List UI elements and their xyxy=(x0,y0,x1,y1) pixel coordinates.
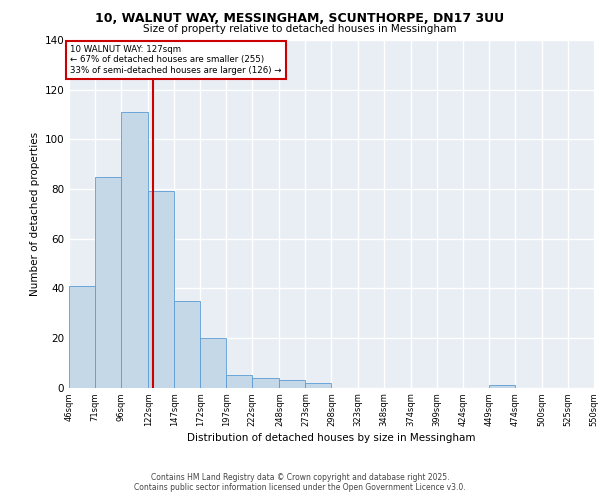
Bar xyxy=(280,380,305,388)
Text: 10 WALNUT WAY: 127sqm
← 67% of detached houses are smaller (255)
33% of semi-det: 10 WALNUT WAY: 127sqm ← 67% of detached … xyxy=(70,45,281,75)
Bar xyxy=(253,378,280,388)
Bar xyxy=(121,112,148,388)
X-axis label: Distribution of detached houses by size in Messingham: Distribution of detached houses by size … xyxy=(187,433,476,443)
Y-axis label: Number of detached properties: Number of detached properties xyxy=(30,132,40,296)
Bar xyxy=(226,375,253,388)
Text: Contains HM Land Registry data © Crown copyright and database right 2025.
Contai: Contains HM Land Registry data © Crown c… xyxy=(134,473,466,492)
Text: 10, WALNUT WAY, MESSINGHAM, SCUNTHORPE, DN17 3UU: 10, WALNUT WAY, MESSINGHAM, SCUNTHORPE, … xyxy=(95,12,505,26)
Bar xyxy=(174,300,200,388)
Bar xyxy=(200,338,226,388)
Bar xyxy=(305,382,331,388)
Text: Size of property relative to detached houses in Messingham: Size of property relative to detached ho… xyxy=(143,24,457,34)
Bar xyxy=(69,286,95,388)
Bar xyxy=(95,176,121,388)
Bar xyxy=(148,192,174,388)
Bar xyxy=(489,385,515,388)
